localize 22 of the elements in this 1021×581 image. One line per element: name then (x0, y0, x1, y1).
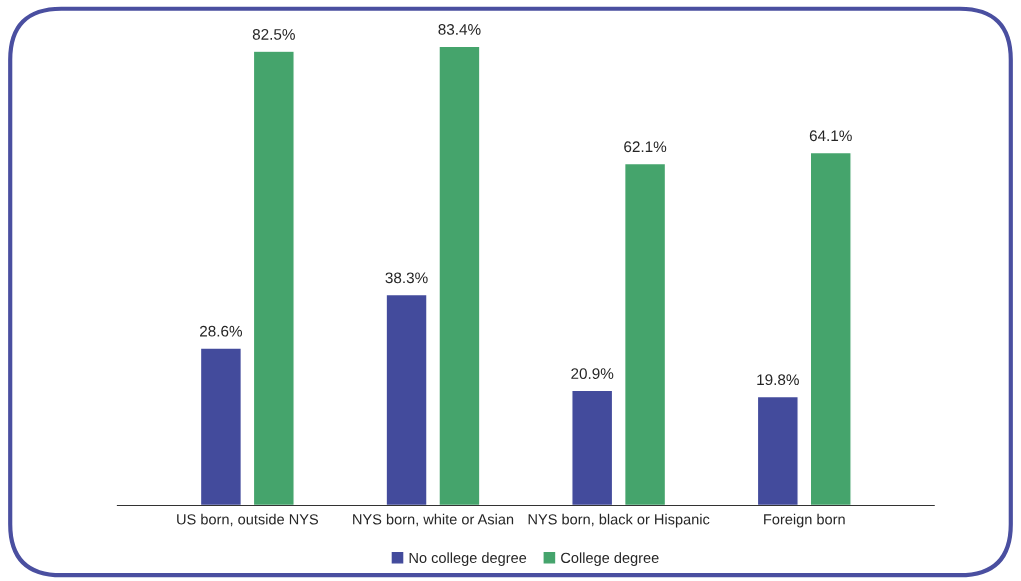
data-label: 64.1% (809, 130, 852, 142)
legend-label: No college degree (409, 552, 527, 566)
bar (756, 395, 799, 506)
x-tick-label: US born, outside NYS (177, 513, 319, 527)
bar (252, 50, 295, 506)
bar (809, 151, 852, 506)
legend-label: College degree (561, 552, 659, 566)
data-label: 82.5% (252, 28, 295, 40)
data-label: 83.4% (438, 24, 481, 35)
data-label: 62.1% (624, 141, 667, 153)
bar (199, 347, 243, 506)
data-label: 38.3% (385, 272, 428, 284)
data-label: 28.6% (200, 325, 243, 337)
bar (571, 389, 614, 506)
bar (438, 45, 481, 506)
x-tick-label: Foreign born (764, 513, 845, 528)
bar (623, 162, 667, 506)
bar (385, 293, 428, 506)
x-tick-label: NYS born, black or Hispanic (528, 513, 710, 528)
data-label: 19.8% (757, 374, 799, 386)
data-label: 20.9% (571, 368, 614, 380)
x-tick-label: NYS born, white or Asian (353, 513, 514, 527)
